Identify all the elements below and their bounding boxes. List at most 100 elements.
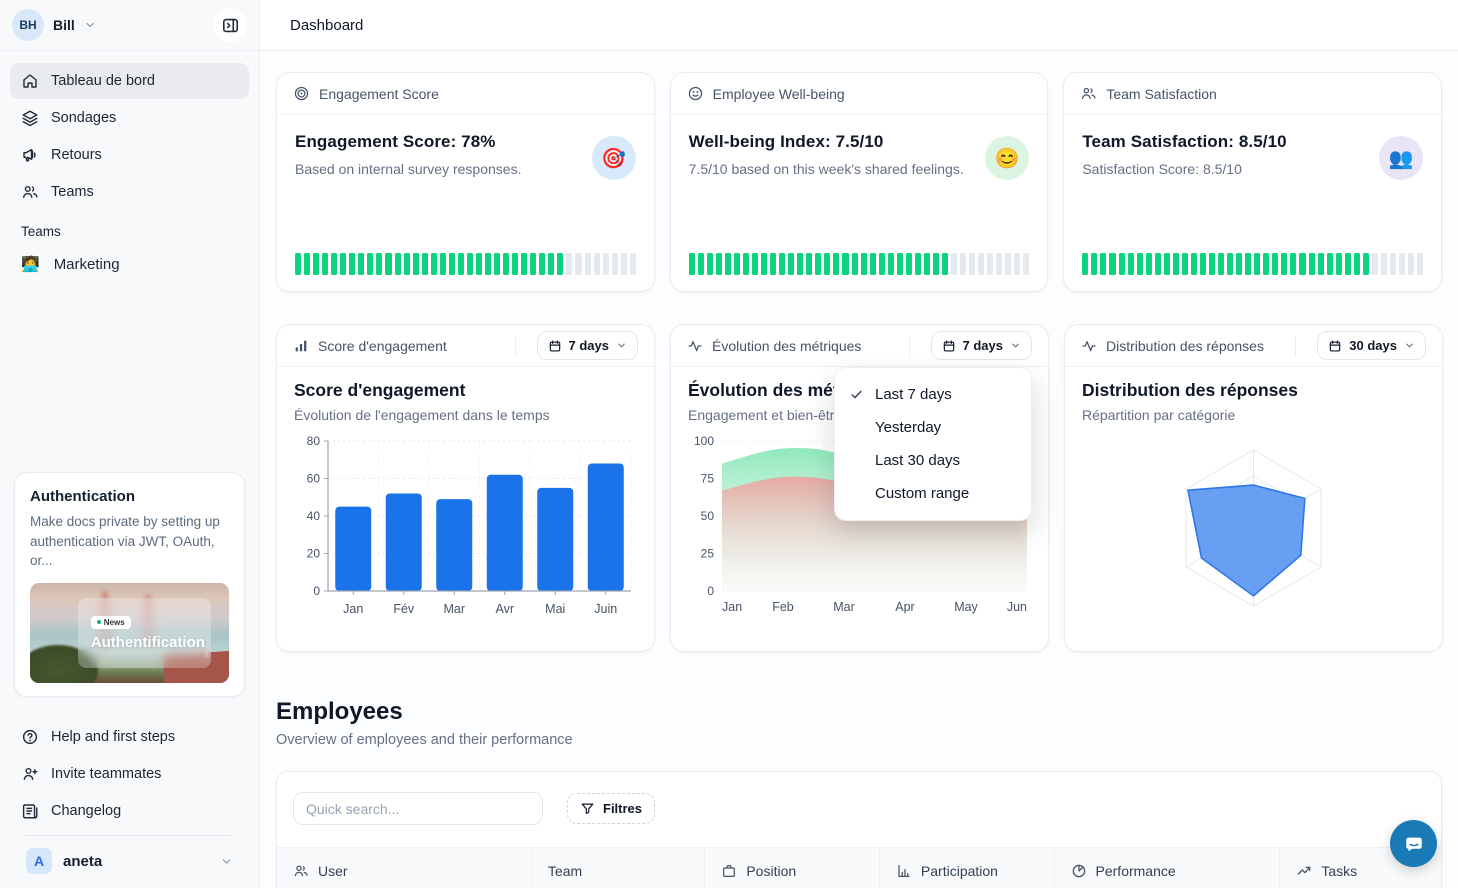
progress-segment bbox=[923, 253, 930, 275]
bar-chart-icon bbox=[293, 338, 309, 354]
promo-title: Authentication bbox=[30, 488, 135, 506]
progress-segment bbox=[1417, 253, 1424, 275]
busts-emoji-icon: 👥 bbox=[1378, 136, 1423, 180]
progress-segment bbox=[376, 253, 383, 275]
progress-segment bbox=[1335, 253, 1342, 275]
svg-text:Avr: Avr bbox=[495, 602, 514, 616]
svg-text:50: 50 bbox=[701, 509, 715, 523]
filters-button[interactable]: Filtres bbox=[567, 793, 656, 824]
progress-segment bbox=[1362, 253, 1369, 275]
progress-segment bbox=[987, 253, 994, 275]
range-select-button[interactable]: 7 days bbox=[930, 331, 1032, 360]
progress-segment bbox=[724, 253, 731, 275]
column-header-position: Position bbox=[705, 848, 880, 888]
funnel-icon bbox=[580, 801, 595, 816]
sidebar-item-help[interactable]: Help and first steps bbox=[10, 719, 249, 755]
progress-segment bbox=[751, 253, 759, 275]
progress-segment bbox=[557, 253, 564, 275]
svg-text:100: 100 bbox=[694, 434, 714, 448]
column-header-team: Team bbox=[531, 848, 706, 888]
stat-subtitle: Satisfaction Score: 8.5/10 bbox=[1082, 161, 1242, 177]
menu-item-custom-range[interactable]: Custom range bbox=[875, 485, 970, 502]
chart-title: Score d'engagement bbox=[294, 380, 466, 400]
range-select-button[interactable]: 30 days bbox=[1317, 331, 1426, 360]
promo-card-authentication[interactable]: Authentication Make docs private by sett… bbox=[14, 472, 245, 697]
sidebar-item-label: Sondages bbox=[51, 110, 117, 126]
progress-segment bbox=[1172, 253, 1179, 275]
sidebar-item-dashboard[interactable]: Tableau de bord bbox=[10, 63, 249, 99]
sidebar-item-feedback[interactable]: Retours bbox=[10, 137, 249, 173]
progress-segment bbox=[1218, 253, 1225, 275]
progress-segment bbox=[430, 253, 437, 275]
calendar-icon bbox=[942, 339, 956, 353]
svg-text:80: 80 bbox=[307, 434, 321, 448]
progress-segment bbox=[824, 253, 831, 275]
sidebar-item-label: Changelog bbox=[51, 803, 122, 819]
chevron-down-icon bbox=[1404, 340, 1415, 351]
sidebar-item-changelog[interactable]: Changelog bbox=[10, 793, 249, 829]
search-input[interactable] bbox=[293, 792, 543, 825]
sidebar-team-marketing[interactable]: 🧑‍💻 Marketing bbox=[10, 247, 249, 281]
progress-segment bbox=[761, 253, 768, 275]
progress-segment bbox=[412, 253, 419, 275]
sidebar-collapse-button[interactable] bbox=[213, 8, 247, 42]
progress-segment bbox=[1308, 253, 1315, 275]
svg-text:25: 25 bbox=[701, 547, 715, 561]
sidebar-header: BH Bill bbox=[0, 0, 259, 51]
chevron-down-icon bbox=[616, 340, 627, 351]
range-select-button[interactable]: 7 days bbox=[536, 331, 638, 360]
user-menu[interactable]: BH Bill bbox=[12, 9, 96, 41]
svg-text:Mar: Mar bbox=[833, 600, 855, 614]
progress-segment bbox=[1118, 253, 1125, 275]
chart-subtitle: Évolution de l'engagement dans le temps bbox=[294, 407, 550, 423]
range-dropdown-menu[interactable]: Last 7 days Yesterday Last 30 days Custom r… bbox=[834, 367, 1032, 521]
progress-segment bbox=[349, 253, 356, 275]
divider bbox=[514, 335, 516, 356]
menu-item-last-30-days[interactable]: Last 30 days bbox=[875, 452, 961, 469]
sidebar-item-teams[interactable]: Teams bbox=[10, 174, 249, 210]
sidebar-item-label: Invite teammates bbox=[51, 766, 162, 782]
progress-segment bbox=[358, 253, 365, 275]
progress-segment bbox=[1005, 253, 1012, 275]
svg-text:60: 60 bbox=[307, 472, 321, 486]
progress-segment bbox=[1353, 253, 1360, 275]
pie-chart-icon bbox=[1071, 863, 1087, 879]
sidebar-item-surveys[interactable]: Sondages bbox=[10, 100, 249, 136]
progress-segment bbox=[1326, 253, 1333, 275]
sidebar-section-teams: Teams bbox=[21, 224, 61, 239]
progress-segment bbox=[484, 253, 492, 275]
svg-text:Jan: Jan bbox=[722, 600, 742, 614]
progress-segment bbox=[1136, 253, 1143, 275]
chart-card-header-label: Évolution des métriques bbox=[712, 337, 862, 354]
progress-segment bbox=[1190, 253, 1197, 275]
workspace-switcher[interactable]: A aneta bbox=[24, 835, 235, 888]
progress-segment bbox=[996, 253, 1003, 275]
progress-segment bbox=[340, 253, 347, 275]
sidebar-item-invite[interactable]: Invite teammates bbox=[10, 756, 249, 792]
user-name: Bill bbox=[53, 17, 75, 33]
progress-segment bbox=[475, 253, 482, 275]
progress-bar bbox=[277, 253, 654, 291]
progress-segment bbox=[1154, 253, 1161, 275]
divider bbox=[1295, 335, 1297, 356]
progress-segment bbox=[878, 253, 885, 275]
progress-segment bbox=[304, 253, 311, 275]
progress-segment bbox=[688, 253, 695, 275]
users-icon bbox=[21, 183, 39, 201]
chart-card-engagement-score: Score d'engagement 7 days Score d'engage… bbox=[276, 324, 655, 652]
chart-card-header-label: Distribution des réponses bbox=[1106, 337, 1264, 354]
chat-launcher-button[interactable] bbox=[1390, 820, 1437, 867]
news-badge: News bbox=[90, 615, 131, 629]
progress-segment bbox=[697, 253, 704, 275]
progress-segment bbox=[629, 253, 636, 275]
column-header-user: User bbox=[277, 848, 532, 888]
progress-segment bbox=[706, 253, 713, 275]
menu-item-yesterday[interactable]: Yesterday bbox=[875, 419, 942, 436]
menu-item-last-7-days[interactable]: Last 7 days bbox=[835, 378, 1031, 411]
progress-segment bbox=[1281, 253, 1288, 275]
svg-text:Apr: Apr bbox=[895, 600, 914, 614]
sidebar-nav: Tableau de bord Sondages Retours Teams T… bbox=[0, 51, 259, 281]
home-icon bbox=[21, 72, 39, 90]
column-header-performance: Performance bbox=[1054, 848, 1281, 888]
progress-segment bbox=[1181, 253, 1188, 275]
